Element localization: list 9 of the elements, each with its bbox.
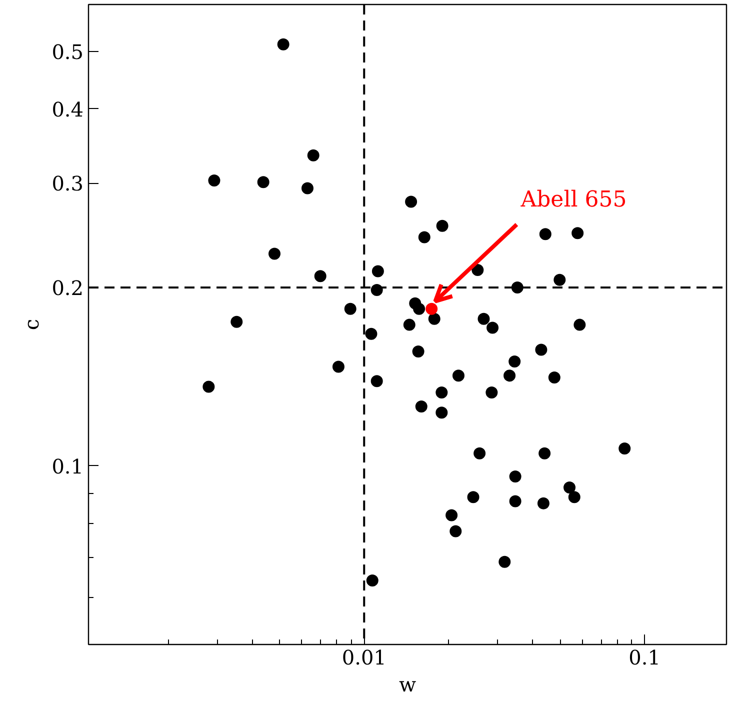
x-tick-label: 0.01: [342, 646, 386, 670]
y-axis-title: c: [20, 318, 44, 330]
y-tick-label: 0.5: [52, 40, 84, 64]
y-tick-label: 0.2: [52, 276, 84, 300]
y-tick-label: 0.3: [52, 172, 84, 196]
annotation: Abell 655: [520, 187, 627, 212]
y-tick-label: 0.4: [52, 97, 84, 122]
x-axis-title: w: [398, 672, 416, 696]
y-tick-label: 0.1: [52, 454, 84, 478]
